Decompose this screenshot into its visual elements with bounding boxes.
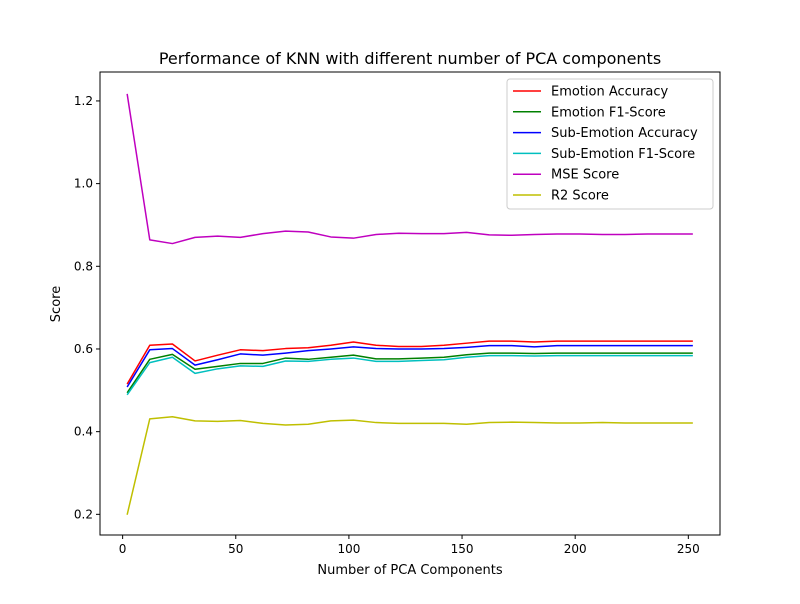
x-tick-label: 250: [677, 542, 700, 556]
legend: Emotion Accuracy Emotion F1-Score Sub-Emot…: [506, 78, 714, 210]
y-tick-label: 1.2: [74, 94, 93, 108]
x-tick-label: 100: [337, 542, 360, 556]
x-tick-label: 200: [564, 542, 587, 556]
legend-label-6: R2 Score: [551, 189, 609, 204]
series-line-4: [126, 354, 693, 396]
legend-box: [506, 78, 714, 210]
y-tick-label: 0.6: [74, 342, 93, 356]
x-tick-label: 150: [451, 542, 474, 556]
legend-label-1: Emotion Accuracy: [551, 85, 669, 100]
y-tick-label: 0.2: [74, 507, 93, 521]
plot-frame: [99, 71, 721, 536]
y-tick-label: 1.0: [74, 177, 93, 191]
plot-lines: [126, 93, 693, 515]
y-axis-ticks: 0.2 0.4 0.6 0.8 1.0 1.2: [74, 94, 100, 521]
series-line-2: [126, 352, 693, 394]
x-tick-label: 50: [228, 542, 243, 556]
y-tick-label: 0.4: [74, 425, 93, 439]
chart-title: Performance of KNN with different number…: [159, 49, 661, 68]
legend-label-2: Emotion F1-Score: [551, 105, 666, 120]
legend-label-4: Sub-Emotion F1-Score: [551, 147, 695, 162]
y-axis-label: Score: [49, 286, 64, 322]
x-tick-label: 0: [119, 542, 127, 556]
legend-label-5: MSE Score: [551, 168, 619, 183]
x-axis-ticks: 0 50 100 150 200 250: [119, 535, 700, 556]
series-line-6: [126, 416, 693, 515]
series-line-3: [126, 344, 693, 388]
series-line-5: [126, 93, 693, 245]
series-line-1: [126, 340, 693, 385]
y-tick-label: 0.8: [74, 259, 93, 273]
legend-label-3: Sub-Emotion Accuracy: [551, 126, 698, 141]
x-axis-label: Number of PCA Components: [317, 563, 502, 578]
